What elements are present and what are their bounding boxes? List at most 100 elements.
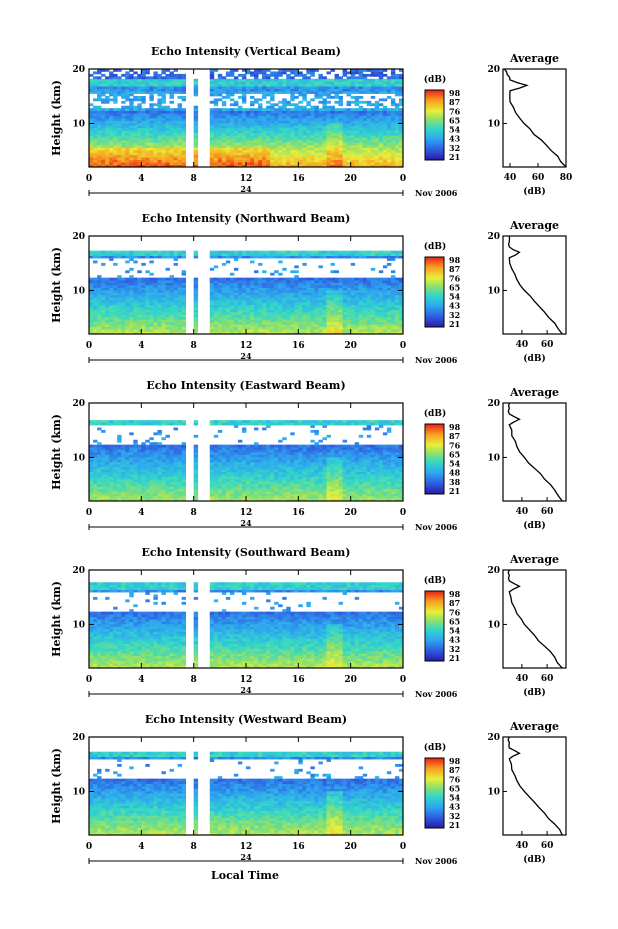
heatmap-cells [89,582,404,669]
average-x-tick: 40 [516,507,529,517]
average-y-tick: 20 [487,566,500,576]
x-tick-label: 4 [138,842,144,852]
average-x-tick: 40 [516,841,529,851]
colorbar-tick-label: 32 [449,310,460,320]
average-title: Average [509,386,559,399]
panel-3: Echo Intensity (Southward Beam) 10 20 Heigh… [50,546,567,699]
average-x-tick: 60 [532,173,545,183]
x-tick-label: 12 [240,508,253,518]
colorbar-tick-label: 54 [449,626,461,636]
panel-2: Echo Intensity (Eastward Beam) 10 20 Height… [50,379,567,532]
colorbar-tick-label: 21 [449,152,460,162]
panel-title: Echo Intensity (Northward Beam) [142,212,351,225]
average-x-tick: 60 [541,507,554,517]
y-axis-label: Height (km) [50,414,63,490]
average-x-tick: 60 [541,841,554,851]
colorbar-unit: (dB) [424,241,446,252]
colorbar-tick-label: 54 [449,292,461,302]
x-tick-label: 0 [400,675,406,685]
x-tick-label: 12 [240,842,253,852]
x-tick-label: 16 [292,174,305,184]
average-x-tick: 40 [504,173,517,183]
colorbar [424,757,445,829]
average-y-tick: 10 [487,453,500,463]
x-tick-label: 8 [191,675,197,685]
y-tick-label: 10 [72,453,85,463]
average-x-label: (dB) [523,186,545,197]
colorbar-tick-label: 65 [449,115,460,125]
colorbar-tick-label: 54 [449,125,461,135]
x-tick-label: 8 [191,174,197,184]
average-y-tick: 10 [487,620,500,630]
x-tick-label: 8 [191,508,197,518]
average-y-tick: 20 [487,65,500,75]
colorbar-tick-label: 21 [449,486,460,496]
average-frame [502,402,567,502]
y-tick-label: 10 [72,787,85,797]
panel-0: Echo Intensity (Vertical Beam) 10 20 Height… [50,45,572,198]
x-tick-label: 20 [344,842,357,852]
average-title: Average [509,52,559,65]
day-label: 24 [240,184,252,194]
date-label: Nov 2006 [415,856,458,866]
average-frame [502,235,567,335]
average-profile-line [507,235,563,335]
colorbar-tick-label: 43 [449,635,461,645]
average-x-label: (dB) [523,520,545,531]
panel-4: Echo Intensity (Westward Beam) 10 20 Height… [50,713,567,866]
colorbar-tick-label: 48 [449,468,461,478]
x-tick-label: 20 [344,341,357,351]
colorbar [424,590,445,662]
colorbar-tick-label: 65 [449,616,460,626]
x-tick-label: 0 [400,341,406,351]
x-tick-label: 8 [191,842,197,852]
average-frame [502,569,567,669]
y-axis-label: Height (km) [50,748,63,824]
average-title: Average [509,553,559,566]
heatmap-cells [89,420,404,502]
colorbar-tick-label: 21 [449,319,460,329]
y-axis-label: Height (km) [50,581,63,657]
average-y-tick: 10 [487,787,500,797]
x-tick-label: 20 [344,174,357,184]
panel-title: Echo Intensity (Southward Beam) [142,546,351,559]
x-tick-label: 0 [86,508,92,518]
x-tick-label: 4 [138,174,144,184]
colorbar-tick-label: 76 [449,273,461,283]
colorbar-tick-label: 98 [449,756,461,766]
colorbar [424,89,445,161]
average-title: Average [509,219,559,232]
y-tick-label: 20 [72,232,85,242]
average-title: Average [509,720,559,733]
x-tick-label: 12 [240,174,253,184]
colorbar-tick-label: 32 [449,143,460,153]
x-tick-label: 4 [138,341,144,351]
panel-title: Echo Intensity (Eastward Beam) [146,379,345,392]
colorbar-tick-label: 43 [449,301,461,311]
colorbar-tick-label: 54 [449,793,461,803]
colorbar-tick-label: 98 [449,255,461,265]
average-x-tick: 80 [560,173,573,183]
colorbar-tick-label: 65 [449,783,460,793]
colorbar-unit: (dB) [424,575,446,586]
colorbar-tick-label: 65 [449,282,460,292]
colorbar-tick-label: 87 [449,264,460,274]
x-axis-label: Local Time [211,869,279,882]
average-x-tick: 40 [516,674,529,684]
colorbar-tick-label: 87 [449,598,460,608]
colorbar-tick-label: 43 [449,134,461,144]
average-x-label: (dB) [523,353,545,364]
colorbar-tick-label: 76 [449,774,461,784]
colorbar-tick-label: 32 [449,811,460,821]
average-profile-line [507,402,563,502]
average-x-label: (dB) [523,854,545,865]
colorbar-unit: (dB) [424,742,446,753]
panel-1: Echo Intensity (Northward Beam) 10 20 Heigh… [50,212,567,365]
y-tick-label: 20 [72,733,85,743]
y-axis-label: Height (km) [50,247,63,323]
colorbar-tick-label: 21 [449,653,460,663]
colorbar-tick-label: 32 [449,644,460,654]
colorbar-tick-label: 98 [449,422,461,432]
average-frame [502,68,567,168]
